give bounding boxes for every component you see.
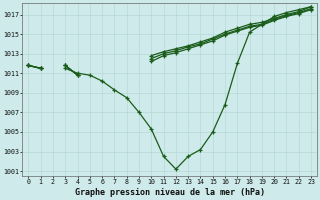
X-axis label: Graphe pression niveau de la mer (hPa): Graphe pression niveau de la mer (hPa): [75, 188, 265, 197]
